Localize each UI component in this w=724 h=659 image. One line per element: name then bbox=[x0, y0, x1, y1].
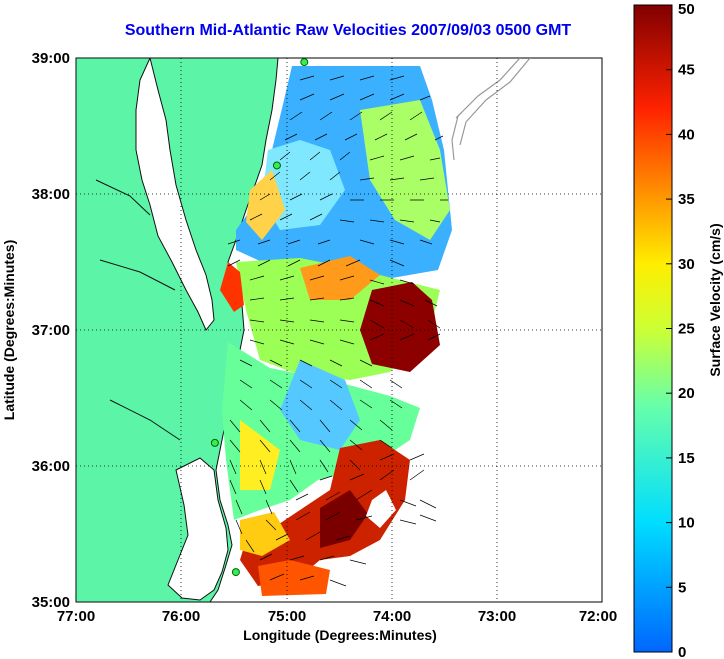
colorbar-tick-label: 30 bbox=[678, 256, 695, 273]
river-3 bbox=[109, 399, 181, 441]
y-tick-4: 35:00 bbox=[32, 594, 70, 611]
pamlico-sound bbox=[167, 457, 229, 601]
colorbar-tick-label: 45 bbox=[678, 62, 695, 79]
station-marker-site-3 bbox=[210, 438, 219, 447]
colorbar-tick-label: 10 bbox=[678, 515, 695, 532]
x-tick-4: 73:00 bbox=[478, 608, 516, 625]
map-title: Southern Mid-Atlantic Raw Velocities 200… bbox=[124, 22, 572, 39]
x-tick-3: 74:00 bbox=[373, 608, 411, 625]
colorbar-tick-label: 35 bbox=[678, 191, 695, 208]
river-2 bbox=[99, 259, 176, 291]
velocity-field bbox=[220, 66, 452, 596]
colorbar-tick-label: 25 bbox=[678, 321, 695, 338]
velocity-vectors bbox=[227, 75, 448, 587]
river-1 bbox=[95, 179, 151, 216]
y-axis-label: Latitude (Degrees:Minutes) bbox=[1, 240, 17, 420]
y-tick-0: 39:00 bbox=[32, 50, 70, 67]
colorbar-ticks: 0 5 10 15 20 25 30 35 40 45 50 bbox=[666, 1, 695, 659]
station-marker-site-4 bbox=[231, 568, 240, 577]
x-tick-1: 76:00 bbox=[162, 608, 200, 625]
colorbar-tick-label: 15 bbox=[678, 450, 695, 467]
station-marker-site-1 bbox=[300, 58, 309, 67]
y-tick-labels: 39:00 38:00 37:00 36:00 35:00 bbox=[32, 50, 70, 611]
colorbar-label: Surface Velocity (cm/s) bbox=[707, 223, 723, 376]
y-tick-2: 37:00 bbox=[32, 322, 70, 339]
y-tick-3: 36:00 bbox=[32, 458, 70, 475]
colorbar-tick-label: 5 bbox=[678, 579, 686, 596]
station-markers bbox=[210, 58, 309, 577]
x-tick-5: 72:00 bbox=[579, 608, 617, 625]
station-marker-site-2 bbox=[272, 161, 281, 170]
colorbar-tick-label: 50 bbox=[678, 1, 695, 18]
colorbar-tick-label: 20 bbox=[678, 385, 695, 402]
colorbar-tick-label: 40 bbox=[678, 126, 695, 143]
chesapeake-bay bbox=[135, 58, 215, 331]
grid-lines bbox=[76, 58, 602, 602]
y-tick-1: 38:00 bbox=[32, 186, 70, 203]
colorbar bbox=[633, 4, 673, 653]
x-tick-labels: 77:00 76:00 75:00 74:00 73:00 72:00 bbox=[57, 608, 617, 625]
x-tick-0: 77:00 bbox=[57, 608, 95, 625]
x-axis-label: Longitude (Degrees:Minutes) bbox=[243, 627, 437, 643]
x-tick-2: 75:00 bbox=[268, 608, 306, 625]
bathymetry-contours bbox=[451, 58, 531, 161]
colorbar-tick-label: 0 bbox=[678, 644, 686, 659]
